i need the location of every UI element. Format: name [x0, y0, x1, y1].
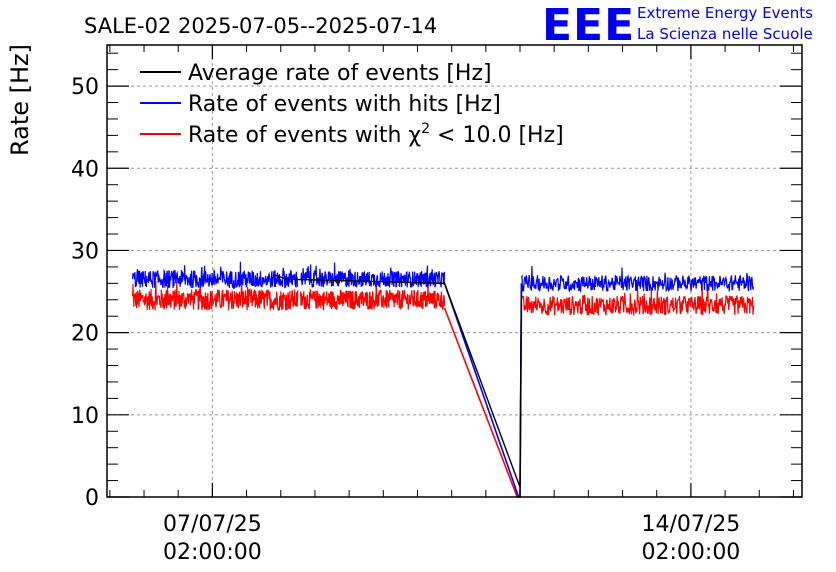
- x-tick-label-date: 07/07/25: [163, 512, 262, 537]
- y-axis-label: Rate [Hz]: [6, 44, 34, 156]
- y-tick-label: 30: [71, 239, 99, 264]
- logo-line-1: Extreme Energy Events: [637, 4, 813, 22]
- y-tick-label: 0: [85, 486, 99, 511]
- x-tick-label-time: 02:00:00: [642, 540, 741, 565]
- legend-label: Rate of events with χ2 < 10.0 [Hz]: [188, 121, 564, 148]
- series-segment: [520, 265, 755, 293]
- logo-line-2: La Scienza nelle Scuole: [637, 25, 813, 43]
- x-tick-label-date: 14/07/25: [642, 512, 741, 537]
- legend-label: Average rate of events [Hz]: [188, 61, 492, 86]
- plot-frame: [106, 44, 803, 498]
- series-average: [274, 274, 523, 488]
- series-segment: [132, 261, 299, 290]
- chart-title: SALE-02 2025-07-05--2025-07-14: [84, 14, 437, 38]
- grid-lines: [107, 45, 802, 497]
- plot-data: [132, 261, 755, 498]
- logo-mark: EEE: [542, 0, 635, 51]
- legend-label: Rate of events with hits [Hz]: [188, 92, 501, 117]
- eee-logo: EEE Extreme Energy Events La Scienza nel…: [542, 0, 813, 51]
- axes: 0 10 20 30 40 50 07/07/25 02:00:00 14/07/25 02:00…: [71, 45, 802, 565]
- legend: Average rate of events [Hz] Rate of event…: [140, 61, 564, 148]
- series-segment: [300, 281, 446, 312]
- x-tick-label-time: 02:00:00: [163, 540, 262, 565]
- y-tick-label: 20: [71, 322, 99, 347]
- y-tick-label: 50: [71, 75, 99, 100]
- y-tick-label: 10: [71, 404, 99, 429]
- series-segment: [132, 278, 299, 312]
- y-tick-label: 40: [71, 157, 99, 182]
- series-chi2: [132, 278, 755, 498]
- series-segment: [300, 262, 446, 289]
